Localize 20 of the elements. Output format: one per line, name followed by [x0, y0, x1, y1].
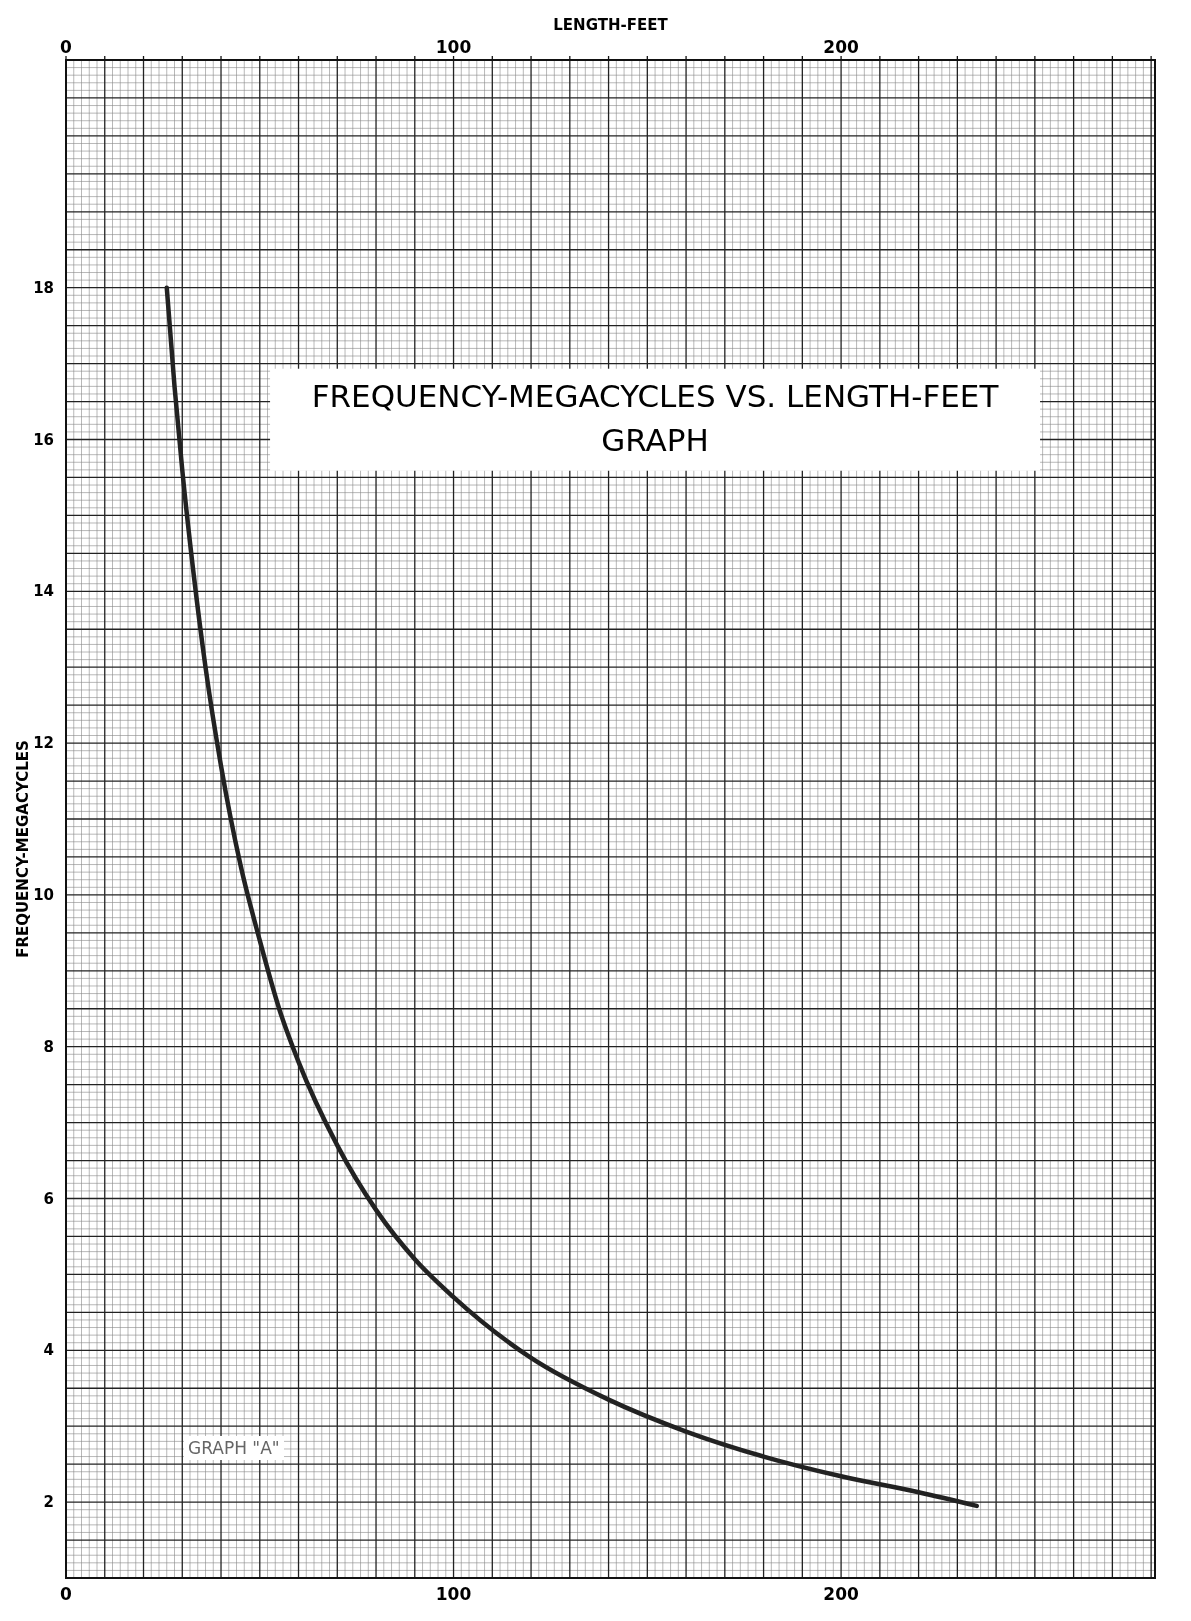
x2-axis-title: LENGTH-FEET — [553, 16, 669, 34]
text: FREQUENCY-MEGACYCLES VS. LENGTH-FEET — [311, 377, 1000, 414]
x-tick-label: 200 — [823, 37, 859, 57]
y-tick-label: 2 — [43, 1493, 54, 1512]
y-tick-label: 14 — [33, 582, 54, 601]
y-tick-label: 6 — [43, 1189, 54, 1208]
x2-tick-label: 100 — [435, 1584, 472, 1604]
x2-tick-label: 0 — [60, 1584, 73, 1604]
y-tick-label: 18 — [33, 278, 54, 297]
x2-tick-label: 200 — [823, 1584, 859, 1604]
y-tick-label: 4 — [43, 1341, 54, 1360]
x-tick-label: 0 — [60, 37, 73, 57]
y-tick-label: 10 — [33, 885, 54, 904]
text: GRAPH — [601, 421, 709, 458]
y-tick-label: 16 — [33, 430, 54, 449]
x-tick-label: 100 — [435, 37, 472, 57]
annotation: GRAPH "A" — [188, 1438, 280, 1458]
y-tick-label: 12 — [33, 734, 54, 753]
y-tick-label: 8 — [43, 1037, 54, 1056]
y-axis-title: FREQUENCY-MEGACYCLES — [14, 740, 32, 958]
